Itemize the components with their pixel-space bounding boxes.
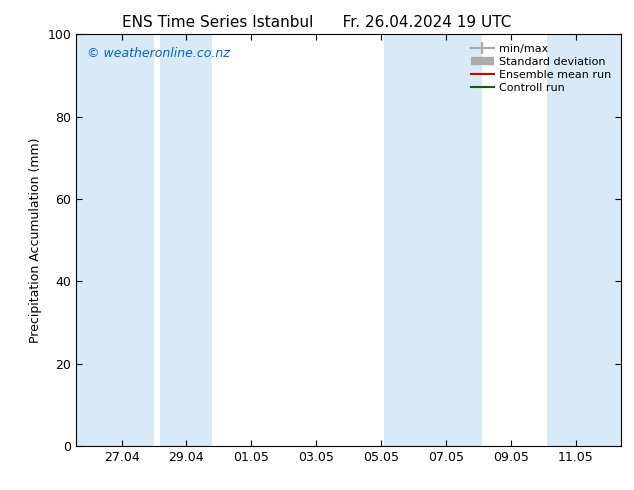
- Bar: [76, 34, 154, 446]
- Text: ENS Time Series Istanbul      Fr. 26.04.2024 19 UTC: ENS Time Series Istanbul Fr. 26.04.2024 …: [122, 15, 512, 30]
- Bar: [160, 34, 212, 446]
- Bar: [547, 34, 621, 446]
- Bar: [384, 34, 482, 446]
- Legend: min/max, Standard deviation, Ensemble mean run, Controll run: min/max, Standard deviation, Ensemble me…: [467, 40, 616, 97]
- Text: © weatheronline.co.nz: © weatheronline.co.nz: [87, 47, 230, 60]
- Y-axis label: Precipitation Accumulation (mm): Precipitation Accumulation (mm): [29, 137, 42, 343]
